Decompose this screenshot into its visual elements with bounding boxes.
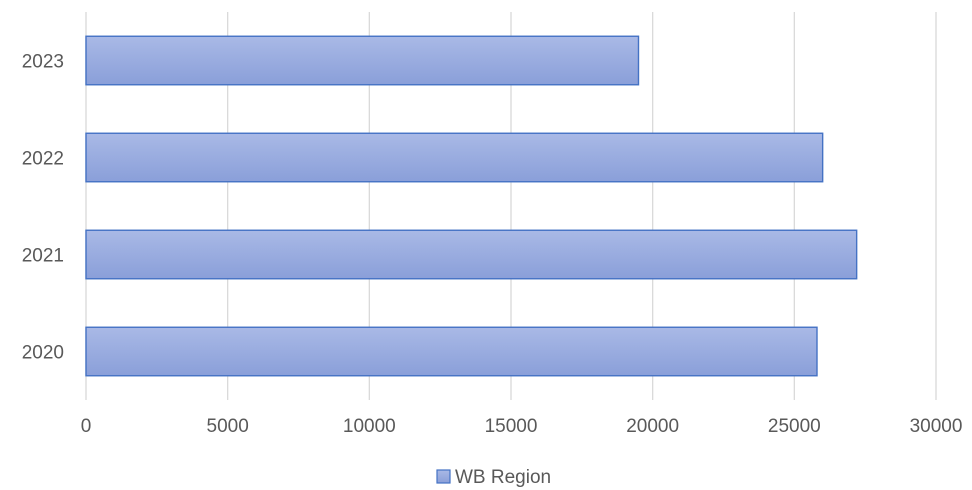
x-tick-label: 5000 [207,416,249,437]
bar-2021 [85,229,858,280]
bars [85,35,858,377]
category-labels: 2020 2021 2022 2023 [22,52,64,364]
legend-swatch [436,469,451,484]
bar-2023 [85,35,640,86]
bar-2022 [85,132,824,183]
legend-label: WB Region [455,467,551,488]
category-label: 2023 [22,52,64,73]
x-tick-label: 25000 [768,416,821,437]
category-label: 2022 [22,149,64,170]
x-tick-label: 10000 [343,416,396,437]
x-tick-label: 30000 [910,416,963,437]
x-tick-label: 0 [81,416,92,437]
value-tick-labels: 0 5000 10000 15000 20000 25000 30000 [81,416,963,437]
x-tick-label: 15000 [485,416,538,437]
legend: WB Region [436,467,551,488]
x-tick-label: 20000 [626,416,679,437]
bar-2020 [85,326,818,377]
category-label: 2021 [22,246,64,267]
category-label: 2020 [22,343,64,364]
